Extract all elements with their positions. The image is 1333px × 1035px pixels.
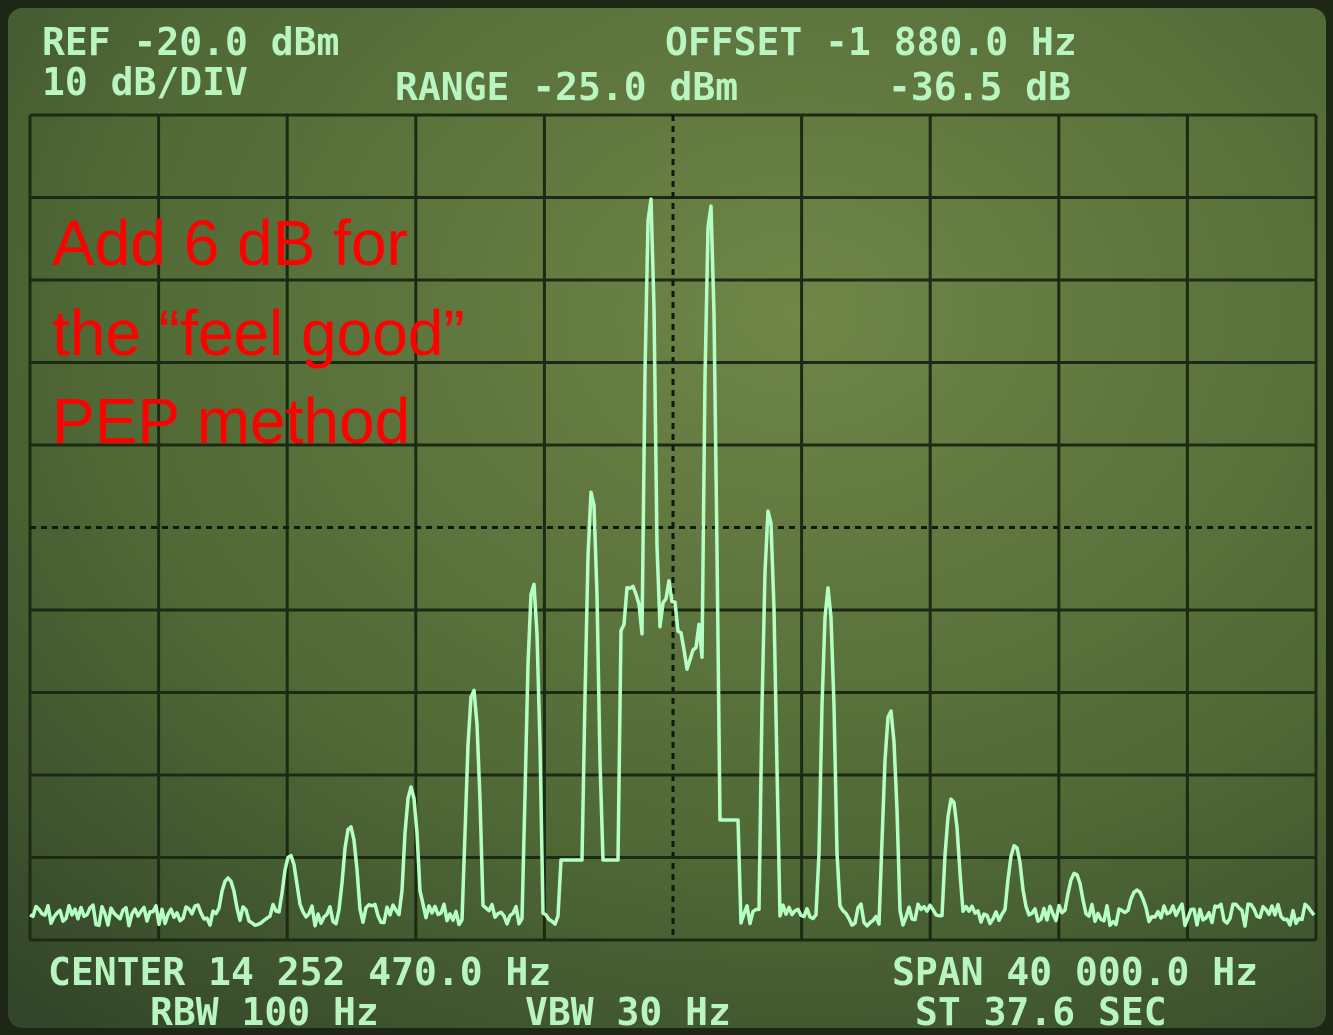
annotation-line: Add 6 dB for xyxy=(52,207,408,279)
annotation-line: PEP method xyxy=(52,385,410,457)
span: SPAN 40 000.0 Hz xyxy=(892,950,1258,994)
sweep-time: ST 37.6 SEC xyxy=(915,990,1167,1034)
range: RANGE -25.0 dBm xyxy=(395,65,738,109)
display xyxy=(8,8,1326,1028)
annotation-line: the “feel good” xyxy=(52,297,465,369)
center-frequency: CENTER 14 252 470.0 Hz xyxy=(48,950,551,994)
rbw: RBW 100 Hz xyxy=(150,990,379,1034)
scale: 10 dB/DIV xyxy=(42,60,248,104)
offset: OFFSET -1 880.0 Hz xyxy=(665,20,1077,64)
ratio: -36.5 dB xyxy=(888,65,1071,109)
graticule xyxy=(28,113,1318,942)
ref-level: REF -20.0 dBm xyxy=(42,20,339,64)
spectrum-trace xyxy=(29,197,1316,928)
vbw: VBW 30 Hz xyxy=(525,990,731,1034)
